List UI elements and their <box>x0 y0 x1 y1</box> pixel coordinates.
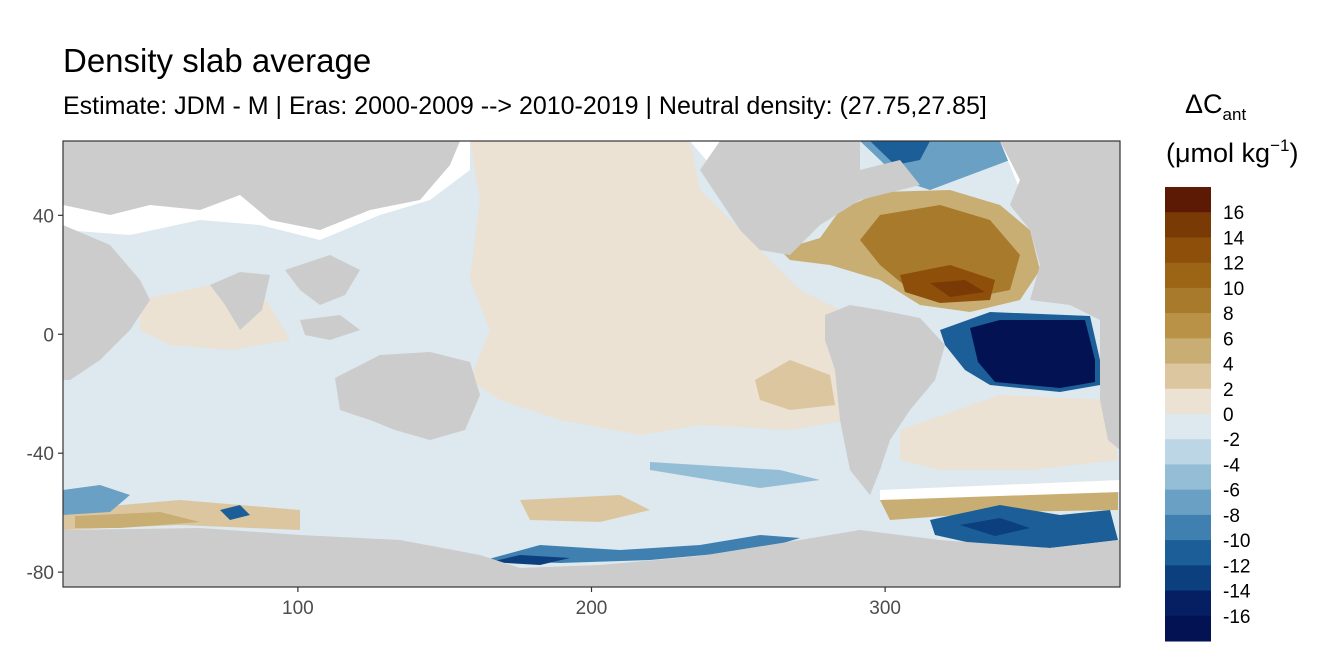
legend-swatch <box>1165 414 1211 440</box>
legend-level-label: -8 <box>1223 506 1240 527</box>
legend-level-label: -2 <box>1223 430 1240 451</box>
legend: ΔCant (μmol kg−1) 16 14 12 10 8 6 4 2 0 -2 -4 -6 -8 -… <box>1165 89 1298 642</box>
legend-swatch <box>1165 287 1211 314</box>
legend-labels: 16 14 12 10 8 6 4 2 0 -2 -4 -6 -8 -10 -12 -14 -16 <box>1223 203 1251 628</box>
legend-level-label: 12 <box>1223 254 1244 275</box>
legend-level-label: -4 <box>1223 455 1240 476</box>
legend-swatch <box>1165 615 1211 642</box>
legend-level-label: 0 <box>1223 405 1234 426</box>
legend-swatch <box>1165 388 1211 415</box>
legend-level-label: -6 <box>1223 481 1240 502</box>
legend-level-label: -14 <box>1223 582 1251 603</box>
x-tick-label: 200 <box>576 598 608 619</box>
legend-colorbar <box>1165 187 1211 642</box>
land-antarctica <box>63 528 1120 587</box>
x-axis: 100 200 300 <box>282 587 901 619</box>
southern-ocean-warm-band-3 <box>520 495 650 522</box>
legend-swatch <box>1165 464 1211 491</box>
south-atlantic-field <box>900 395 1118 470</box>
land-se-asia <box>285 255 360 305</box>
land-australia <box>335 352 480 440</box>
map-panel <box>63 141 1120 587</box>
legend-swatch <box>1165 514 1211 541</box>
land-europe-africa <box>1000 141 1120 450</box>
legend-swatch <box>1165 363 1211 390</box>
legend-title: ΔCant <box>1185 89 1246 124</box>
north-atlantic-warm-dark <box>930 280 985 297</box>
legend-swatch <box>1165 313 1211 339</box>
legend-level-label: 10 <box>1223 279 1244 300</box>
southern-ocean-blue-band <box>650 462 820 488</box>
legend-level-label: 2 <box>1223 380 1234 401</box>
antarctic-margin-anomaly <box>485 535 800 563</box>
legend-swatch <box>1165 262 1211 289</box>
land-north-america <box>700 141 920 255</box>
legend-level-label: 6 <box>1223 329 1234 350</box>
legend-level-label: 14 <box>1223 228 1245 249</box>
land-africa-east-asia <box>63 225 150 380</box>
x-tick-label: 300 <box>869 598 901 619</box>
y-tick-label: -40 <box>27 444 54 465</box>
land-india <box>210 272 270 330</box>
legend-swatch <box>1165 540 1211 566</box>
y-axis: 40 0 -40 -80 <box>27 206 63 584</box>
x-tick-label: 100 <box>282 598 314 619</box>
land-south-america <box>825 305 945 495</box>
chart-subtitle: Estimate: JDM - M | Eras: 2000-2009 --> … <box>63 92 987 120</box>
south-pacific-warm-patch <box>755 360 835 410</box>
legend-swatch <box>1165 565 1211 592</box>
y-tick-label: -80 <box>27 563 54 584</box>
legend-swatch <box>1165 489 1211 516</box>
legend-level-label: -12 <box>1223 556 1250 577</box>
legend-level-label: 16 <box>1223 203 1244 224</box>
chart-title: Density slab average <box>63 42 372 79</box>
ross-sea-deep-anomaly <box>490 555 570 565</box>
pacific-ocean-field <box>470 141 850 435</box>
y-tick-label: 40 <box>33 206 54 227</box>
legend-swatch <box>1165 590 1211 617</box>
y-tick-label: 0 <box>43 325 54 346</box>
legend-swatch <box>1165 338 1211 365</box>
southern-ocean-warm-band-2 <box>75 512 200 528</box>
subpolar-atlantic-core <box>870 141 930 165</box>
land-eurasia-north <box>63 141 460 230</box>
legend-swatch <box>1165 439 1211 465</box>
east-antarctic-core <box>220 505 250 520</box>
legend-level-label: -16 <box>1223 607 1250 628</box>
legend-swatch <box>1165 212 1211 238</box>
legend-level-label: 4 <box>1223 355 1234 376</box>
legend-unit: (μmol kg−1) <box>1166 136 1298 168</box>
legend-swatch <box>1165 237 1211 264</box>
legend-swatch <box>1165 187 1211 213</box>
legend-level-label: 8 <box>1223 304 1234 325</box>
no-data-southern <box>880 480 1120 500</box>
east-antarctic-anomaly <box>63 485 130 515</box>
legend-level-label: -10 <box>1223 531 1250 552</box>
weddell-deep-anomaly <box>960 518 1030 536</box>
land-indonesia <box>300 315 360 340</box>
equatorial-atlantic-core <box>970 320 1095 388</box>
